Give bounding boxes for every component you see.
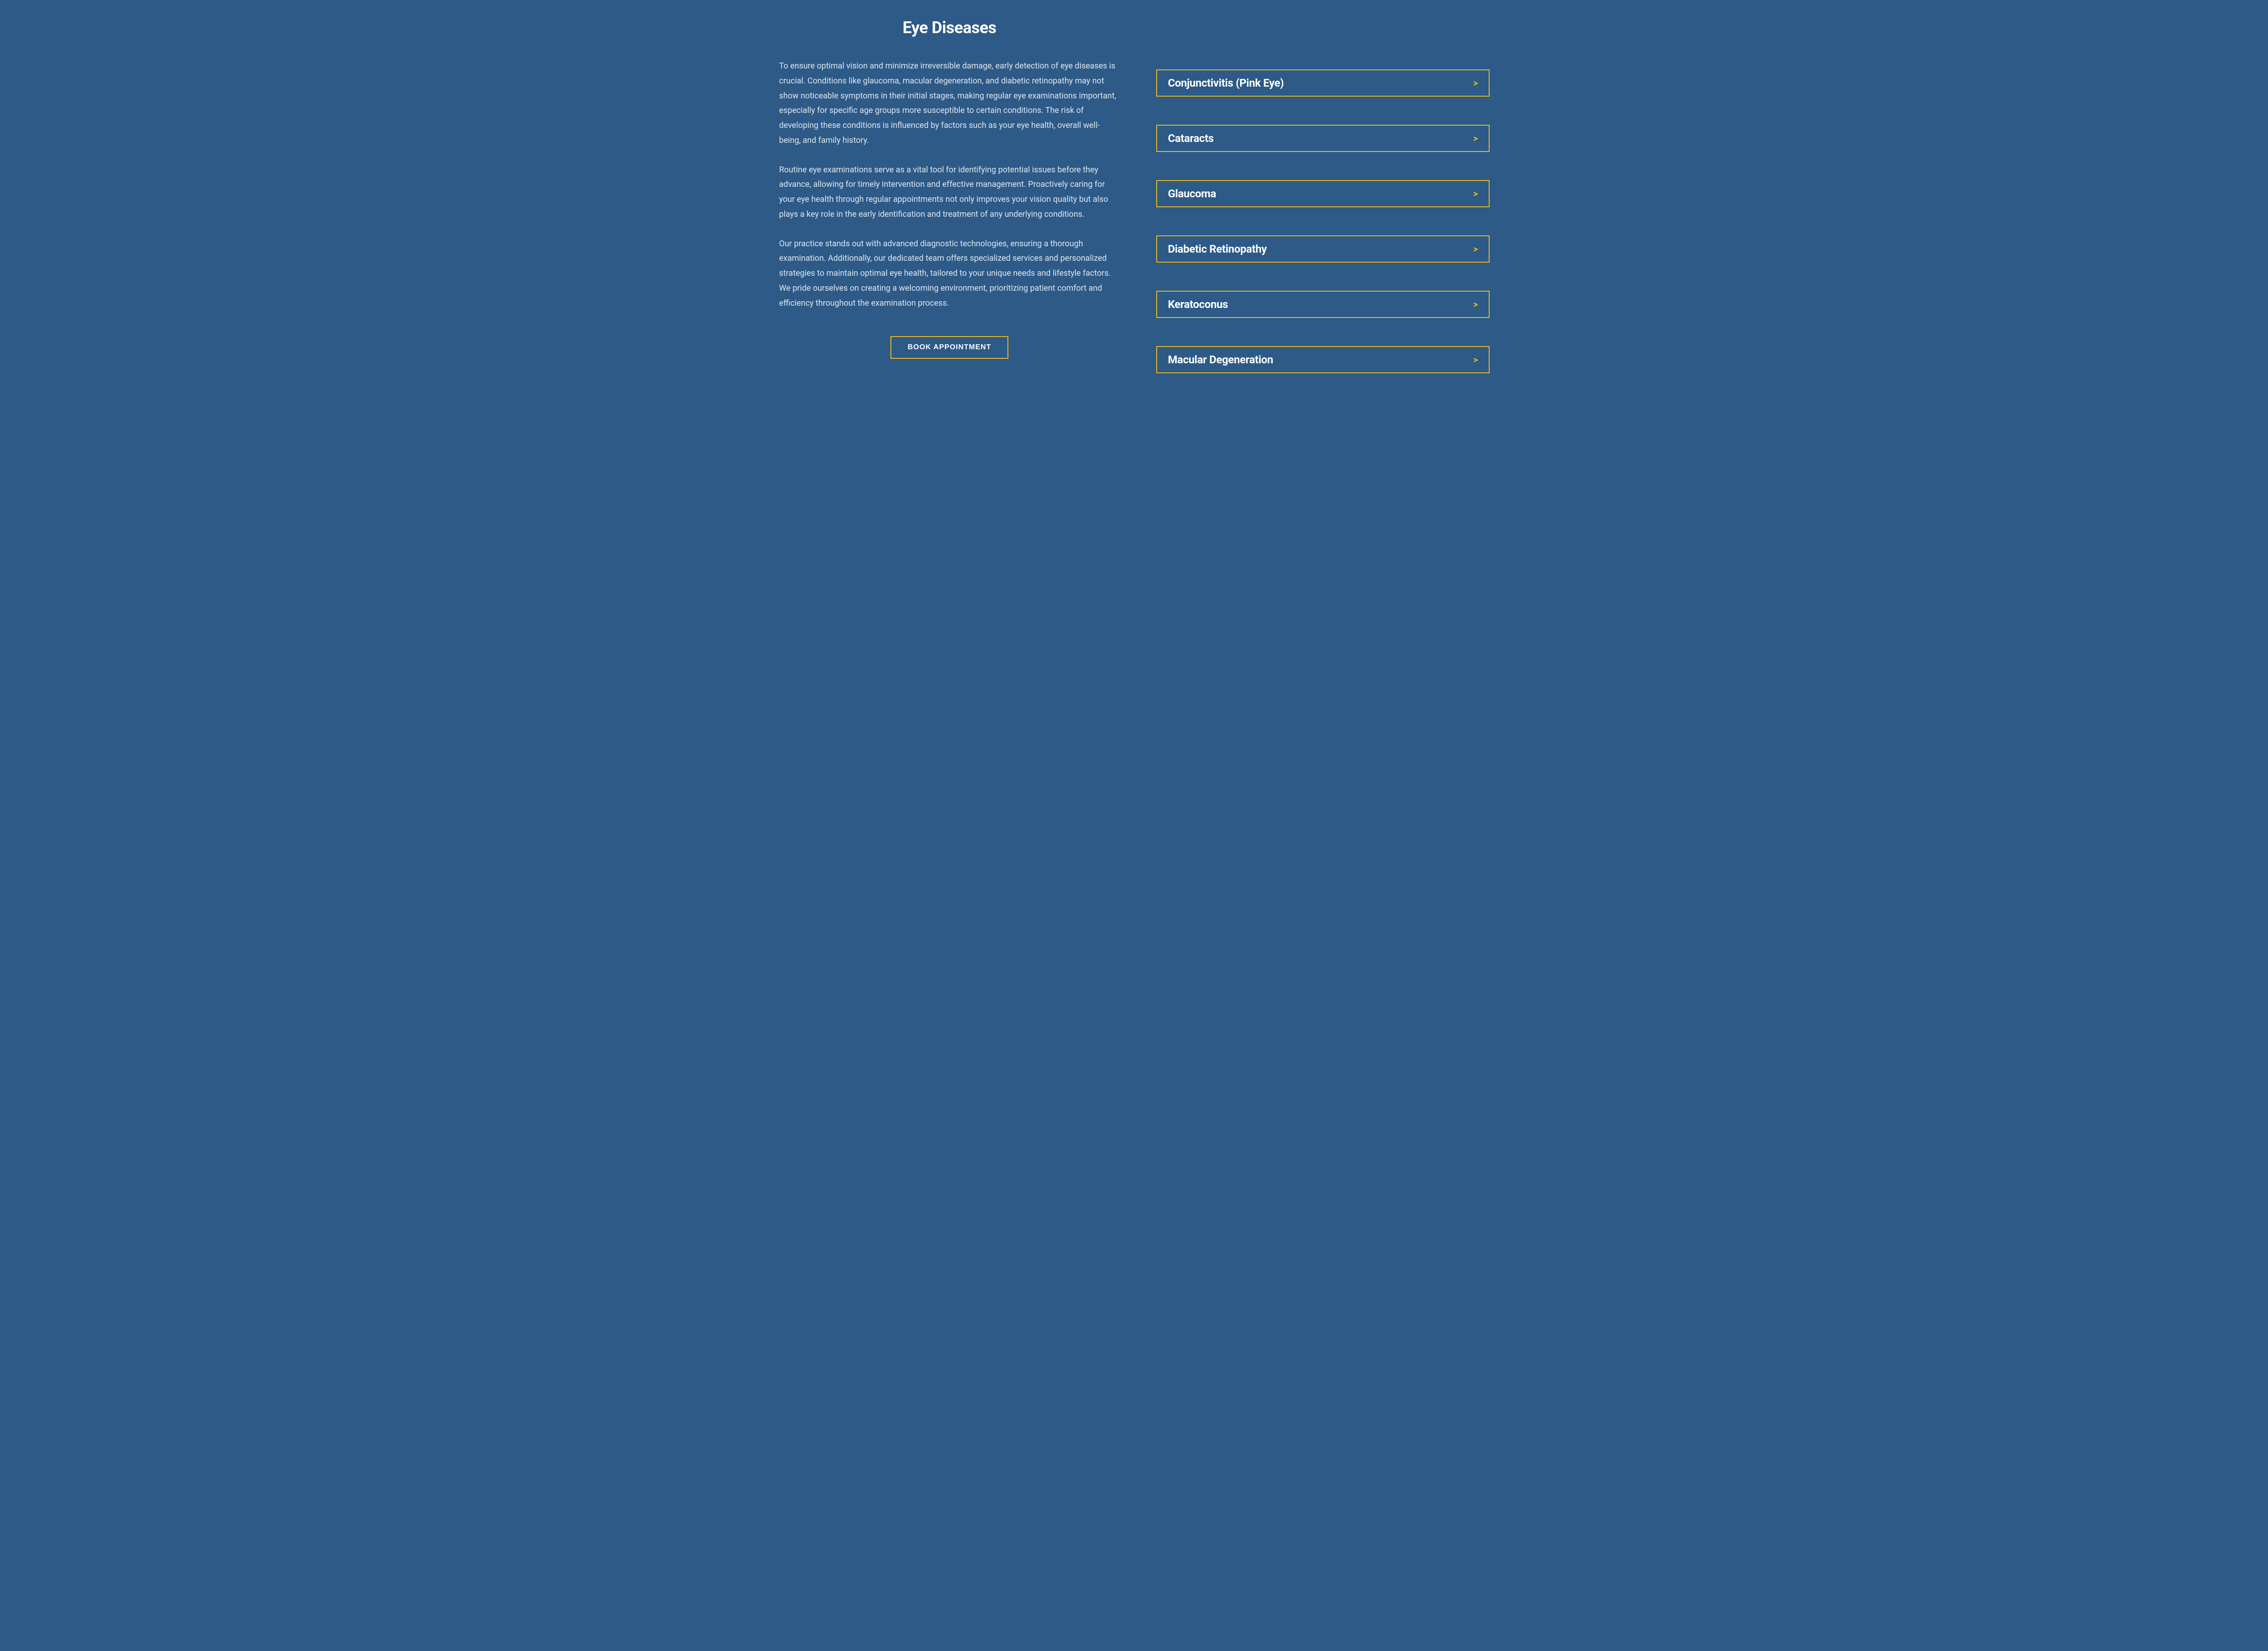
chevron-right-icon: > [1473, 299, 1478, 310]
chevron-right-icon: > [1473, 354, 1478, 365]
cta-wrapper: BOOK APPOINTMENT [779, 336, 1120, 359]
accordion-title: Keratoconus [1168, 298, 1228, 311]
accordion-item-glaucoma[interactable]: Glaucoma > [1156, 180, 1490, 207]
chevron-right-icon: > [1473, 244, 1478, 254]
intro-paragraph-1: To ensure optimal vision and minimize ir… [779, 59, 1120, 148]
accordion-item-diabetic-retinopathy[interactable]: Diabetic Retinopathy > [1156, 235, 1490, 263]
intro-paragraph-3: Our practice stands out with advanced di… [779, 237, 1120, 311]
accordion-item-cataracts[interactable]: Cataracts > [1156, 125, 1490, 152]
chevron-right-icon: > [1473, 78, 1478, 88]
chevron-right-icon: > [1473, 133, 1478, 144]
page-title: Eye Diseases [779, 18, 1120, 37]
accordion-item-conjunctivitis[interactable]: Conjunctivitis (Pink Eye) > [1156, 69, 1490, 97]
accordion-item-macular-degeneration[interactable]: Macular Degeneration > [1156, 346, 1490, 373]
content-column: Eye Diseases To ensure optimal vision an… [779, 18, 1120, 401]
page-container: Eye Diseases To ensure optimal vision an… [779, 18, 1489, 401]
accordion-title: Glaucoma [1168, 187, 1216, 200]
accordion-title: Macular Degeneration [1168, 353, 1273, 366]
accordion-title: Cataracts [1168, 132, 1214, 145]
accordion-title: Diabetic Retinopathy [1168, 243, 1267, 255]
chevron-right-icon: > [1473, 188, 1478, 199]
accordion-column: Conjunctivitis (Pink Eye) > Cataracts > … [1156, 18, 1490, 401]
accordion-title: Conjunctivitis (Pink Eye) [1168, 77, 1284, 89]
book-appointment-button[interactable]: BOOK APPOINTMENT [890, 336, 1008, 359]
intro-paragraph-2: Routine eye examinations serve as a vita… [779, 163, 1120, 222]
accordion-item-keratoconus[interactable]: Keratoconus > [1156, 291, 1490, 318]
